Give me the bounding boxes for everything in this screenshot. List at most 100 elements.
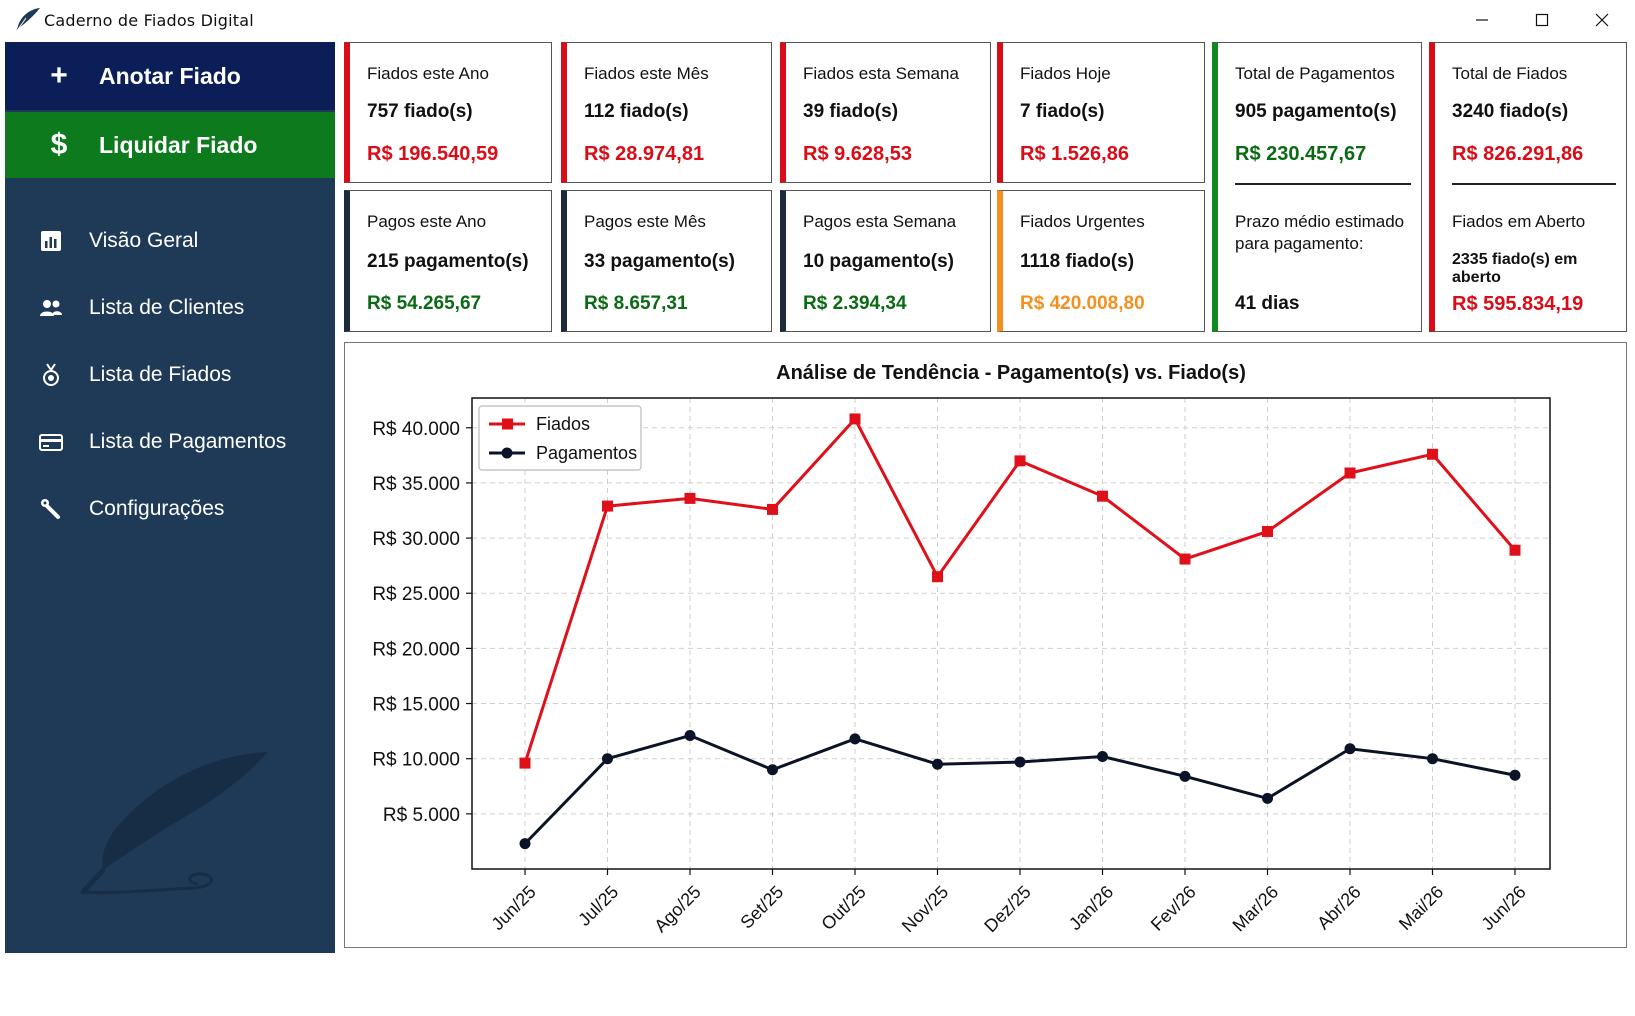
x-tick-label: Ago/25	[650, 882, 704, 936]
data-point-fiados	[1427, 448, 1438, 460]
card-label: Total de Fiados	[1452, 64, 1568, 83]
x-tick-label: Fev/26	[1147, 882, 1200, 935]
sidebar-item-pagamentos[interactable]: Lista de Pagamentos	[5, 417, 335, 467]
x-tick-label: Mai/26	[1395, 882, 1447, 934]
y-tick-label: R$ 35.000	[372, 474, 460, 495]
chart-title: Análise de Tendência - Pagamento(s) vs. …	[776, 362, 1246, 384]
data-point-pagamentos	[1427, 753, 1438, 765]
card-pagos-semana: Pagos esta Semana 10 pagamento(s) R$ 2.3…	[780, 190, 991, 332]
fiados-aberto-amount: R$ 595.834,19	[1452, 293, 1584, 315]
card-pagos-ano: Pagos este Ano 215 pagamento(s) R$ 54.26…	[344, 190, 552, 332]
anotar-fiado-label: Anotar Fiado	[99, 62, 241, 89]
data-point-pagamentos	[1097, 750, 1108, 762]
card-amount: R$ 826.291,86	[1452, 143, 1584, 165]
card-amount: R$ 230.457,67	[1235, 143, 1367, 165]
x-tick-label: Nov/25	[898, 882, 952, 936]
card-count: 757 fiado(s)	[367, 101, 473, 122]
x-tick-label: Mar/26	[1229, 882, 1283, 936]
data-point-fiados	[1179, 553, 1191, 565]
card-fiados-semana: Fiados esta Semana 39 fiado(s) R$ 9.628,…	[780, 42, 991, 183]
data-point-pagamentos	[1509, 769, 1521, 781]
sidebar-item-label: Visão Geral	[89, 229, 199, 252]
y-tick-label: R$ 10.000	[372, 750, 460, 771]
data-point-fiados	[684, 492, 696, 504]
title-bar: Caderno de Fiados Digital	[0, 0, 1635, 40]
card-amount: R$ 54.265,67	[367, 293, 482, 314]
bar-chart-icon	[37, 227, 65, 255]
x-tick-label: Jul/25	[574, 882, 622, 930]
y-tick-label: R$ 30.000	[372, 529, 460, 550]
anotar-fiado-button[interactable]: + Anotar Fiado	[5, 42, 335, 110]
card-amount: R$ 8.657,31	[584, 293, 688, 314]
quill-logo-icon	[80, 752, 268, 895]
users-icon	[37, 294, 65, 322]
x-tick-label: Abr/26	[1313, 882, 1365, 934]
card-label: Total de Pagamentos	[1235, 64, 1395, 83]
liquidar-fiado-label: Liquidar Fiado	[99, 131, 258, 158]
card-label: Pagos este Ano	[367, 212, 487, 231]
data-point-pagamentos	[519, 838, 531, 850]
card-amount: R$ 9.628,53	[803, 143, 912, 165]
data-point-pagamentos	[1014, 756, 1026, 768]
window-title: Caderno de Fiados Digital	[44, 11, 254, 30]
card-count: 112 fiado(s)	[584, 101, 689, 122]
fiados-aberto-count: 2335 fiado(s) em aberto	[1452, 251, 1578, 286]
card-count: 3240 fiado(s)	[1452, 101, 1569, 122]
sidebar-item-label: Configurações	[89, 497, 225, 520]
sidebar-item-clientes[interactable]: Lista de Clientes	[5, 283, 335, 333]
legend-marker	[502, 418, 513, 430]
card-label: Fiados Urgentes	[1020, 212, 1145, 231]
card-fiados-ano: Fiados este Ano 757 fiado(s) R$ 196.540,…	[344, 42, 552, 183]
legend-label: Pagamentos	[536, 443, 637, 463]
y-tick-label: R$ 40.000	[372, 419, 460, 440]
card-pagos-mes: Pagos este Mês 33 pagamento(s) R$ 8.657,…	[561, 190, 772, 332]
card-fiados-hoje: Fiados Hoje 7 fiado(s) R$ 1.526,86	[997, 42, 1205, 183]
maximize-button[interactable]	[1512, 0, 1572, 40]
data-point-fiados	[849, 413, 861, 425]
sidebar-item-label: Lista de Fiados	[89, 363, 232, 386]
x-tick-label: Jun/25	[487, 882, 539, 934]
data-point-pagamentos	[849, 733, 861, 745]
card-amount: R$ 2.394,34	[803, 293, 907, 314]
card-total-pagamentos: Total de Pagamentos 905 pagamento(s) R$ …	[1212, 42, 1422, 332]
card-label: Pagos esta Semana	[803, 212, 957, 231]
data-point-fiados	[1097, 490, 1108, 502]
card-count: 905 pagamento(s)	[1235, 101, 1397, 122]
card-amount: R$ 1.526,86	[1020, 143, 1129, 165]
card-amount: R$ 196.540,59	[367, 143, 499, 165]
sidebar-item-fiados[interactable]: Lista de Fiados	[5, 350, 335, 400]
x-tick-label: Dez/25	[980, 882, 1034, 936]
credit-card-icon	[37, 428, 65, 456]
data-point-fiados	[1262, 525, 1273, 537]
prazo-medio-label: Prazo médio estimado para pagamento:	[1235, 212, 1405, 253]
minimize-icon	[1476, 19, 1488, 21]
data-point-fiados	[1509, 544, 1521, 556]
wrench-icon	[37, 495, 65, 523]
close-button[interactable]	[1572, 0, 1632, 40]
sidebar-item-configuracoes[interactable]: Configurações	[5, 484, 335, 534]
y-tick-label: R$ 15.000	[372, 695, 460, 716]
plot-frame	[471, 397, 1551, 870]
y-tick-label: R$ 25.000	[372, 584, 460, 605]
trend-chart-panel: Análise de Tendência - Pagamento(s) vs. …	[344, 342, 1627, 948]
card-label: Fiados este Mês	[584, 64, 709, 83]
prazo-medio-value: 41 dias	[1235, 293, 1300, 314]
sidebar: + Anotar Fiado $ Liquidar Fiado Visão Ge…	[5, 42, 335, 953]
sidebar-item-label: Lista de Pagamentos	[89, 430, 287, 453]
minimize-button[interactable]	[1452, 0, 1512, 40]
card-count: 215 pagamento(s)	[367, 251, 529, 272]
data-point-pagamentos	[602, 753, 613, 765]
data-point-fiados	[932, 571, 943, 583]
data-point-pagamentos	[684, 730, 696, 742]
liquidar-fiado-button[interactable]: $ Liquidar Fiado	[5, 112, 335, 178]
data-point-pagamentos	[1179, 770, 1191, 782]
data-point-fiados	[602, 500, 613, 512]
x-tick-label: Jun/26	[1477, 882, 1529, 934]
quill-logo-icon	[15, 8, 40, 33]
card-total-fiados: Total de Fiados 3240 fiado(s) R$ 826.291…	[1429, 42, 1627, 332]
data-point-pagamentos	[932, 758, 943, 770]
card-amount: R$ 420.008,80	[1020, 293, 1145, 314]
data-point-fiados	[519, 757, 531, 769]
sidebar-item-visao-geral[interactable]: Visão Geral	[5, 216, 335, 266]
maximize-icon	[1535, 13, 1549, 27]
